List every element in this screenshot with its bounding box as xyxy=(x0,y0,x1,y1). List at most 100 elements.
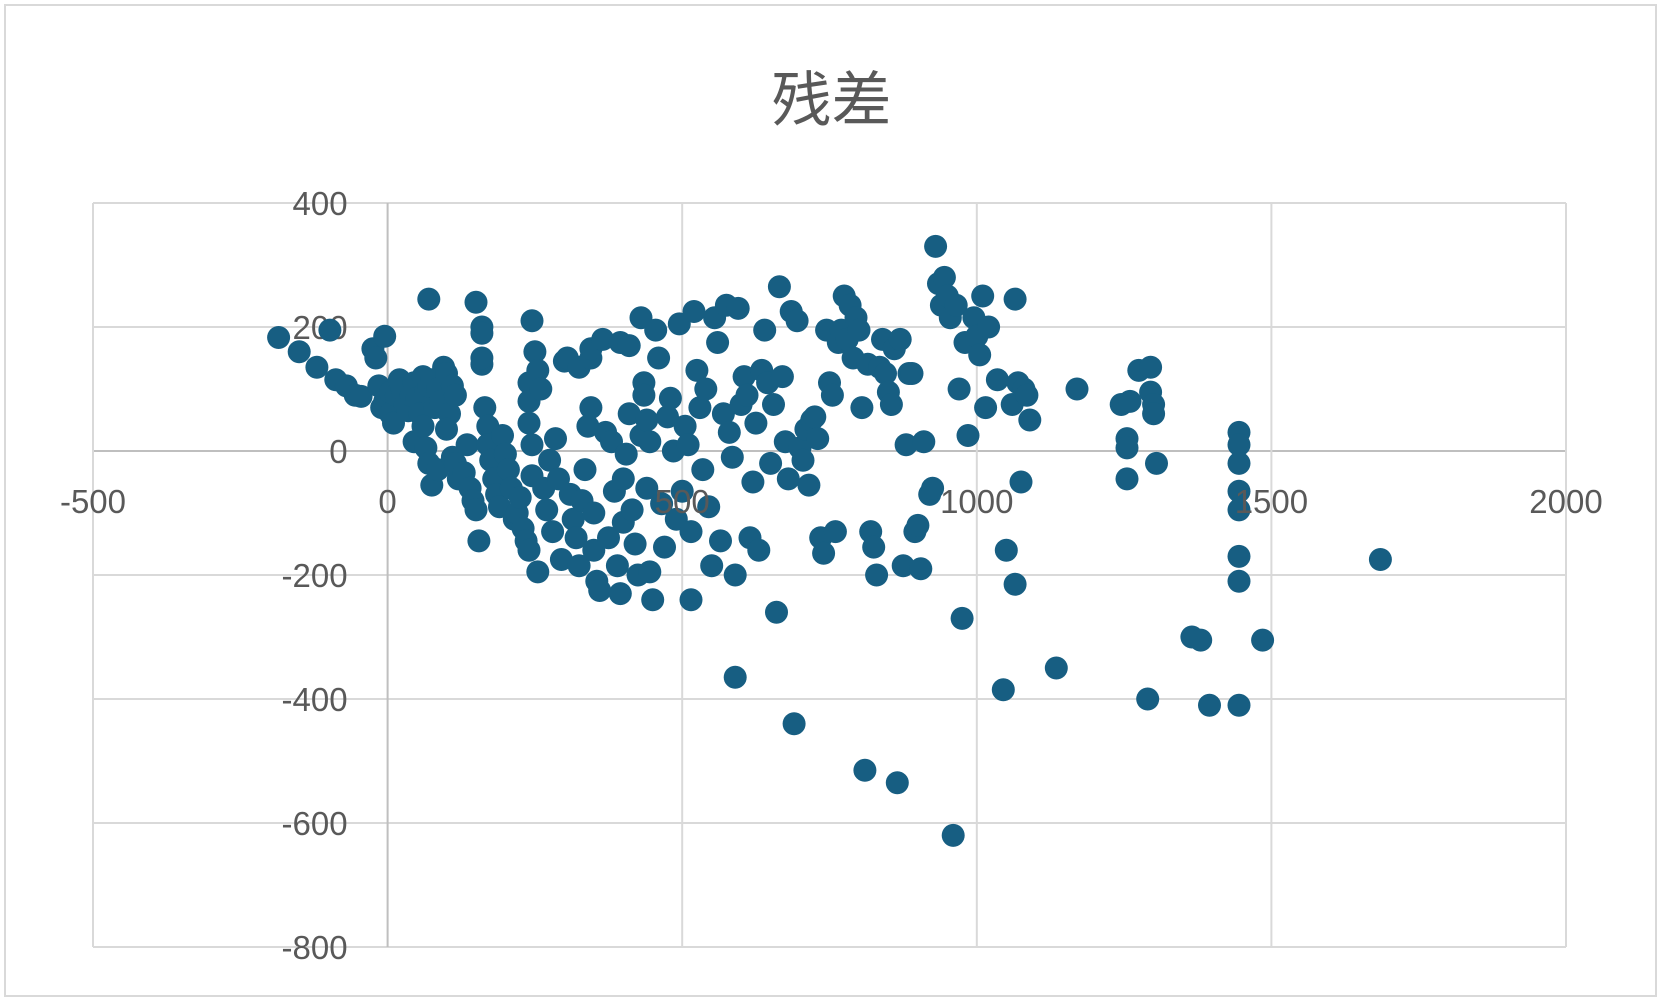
data-point xyxy=(470,346,494,370)
data-point xyxy=(782,712,806,736)
data-point xyxy=(635,476,659,500)
data-point xyxy=(894,433,918,457)
data-point xyxy=(364,346,388,370)
data-point xyxy=(968,343,992,367)
data-point xyxy=(561,507,585,531)
x-tick-label: 500 xyxy=(655,483,710,520)
data-point xyxy=(985,368,1009,392)
data-point xyxy=(820,383,844,407)
data-point xyxy=(455,433,479,457)
data-point xyxy=(517,538,541,562)
data-point xyxy=(765,600,788,624)
data-point xyxy=(874,362,897,385)
y-tick-label: 0 xyxy=(329,433,347,470)
data-point xyxy=(944,293,968,317)
data-point xyxy=(1015,383,1039,407)
data-point xyxy=(523,340,547,364)
data-point xyxy=(791,448,815,472)
data-point xyxy=(720,445,744,469)
data-point xyxy=(535,498,559,522)
data-point xyxy=(682,300,706,323)
data-point xyxy=(567,554,591,578)
data-point xyxy=(1118,389,1142,413)
data-point xyxy=(549,548,573,571)
data-point xyxy=(759,451,783,475)
data-point xyxy=(971,284,995,308)
data-point xyxy=(1368,548,1392,571)
data-point xyxy=(620,498,644,522)
data-point xyxy=(579,396,603,420)
data-point xyxy=(647,346,671,370)
data-point xyxy=(711,402,735,426)
data-point xyxy=(564,526,588,550)
data-point xyxy=(1251,628,1275,652)
data-point xyxy=(688,396,712,420)
data-point xyxy=(635,408,659,432)
data-point xyxy=(526,358,550,382)
data-point xyxy=(611,467,635,491)
data-point xyxy=(932,265,956,289)
data-point xyxy=(685,358,709,382)
data-point xyxy=(1003,572,1027,596)
data-point xyxy=(538,448,562,472)
data-point xyxy=(732,365,756,389)
data-point xyxy=(496,458,520,482)
data-point xyxy=(709,529,732,553)
x-tick-label: 0 xyxy=(378,483,396,520)
y-tick-label: 400 xyxy=(293,185,348,222)
x-tick-label: 1000 xyxy=(940,483,1013,520)
data-point xyxy=(806,427,830,451)
data-point xyxy=(956,424,980,447)
data-point xyxy=(691,458,715,482)
data-point xyxy=(717,420,741,444)
data-point xyxy=(597,526,620,550)
data-point xyxy=(617,402,641,426)
data-point xyxy=(885,771,909,795)
x-tick-label: 1500 xyxy=(1235,483,1308,520)
data-point xyxy=(591,327,615,351)
data-point xyxy=(1227,544,1251,568)
x-axis-tick-labels: -500 0 500 1000 1500 2000 xyxy=(60,483,1603,520)
chart-title: 残差 xyxy=(771,66,892,136)
y-tick-label: -200 xyxy=(282,557,348,594)
data-point xyxy=(974,396,998,420)
data-points xyxy=(267,234,1392,847)
data-point xyxy=(853,758,877,782)
data-point xyxy=(1009,470,1033,494)
data-point xyxy=(697,495,721,519)
data-point xyxy=(541,520,565,544)
data-point xyxy=(947,377,971,401)
data-point xyxy=(588,579,612,602)
data-point xyxy=(785,309,809,333)
data-point xyxy=(520,433,544,457)
data-point xyxy=(517,411,541,435)
data-point xyxy=(900,362,924,385)
data-point xyxy=(776,467,800,491)
data-point xyxy=(576,414,600,438)
data-point xyxy=(1136,687,1160,711)
data-point xyxy=(891,554,915,578)
data-point xyxy=(1044,656,1068,680)
data-point xyxy=(879,393,903,416)
data-point xyxy=(520,309,544,333)
data-point xyxy=(694,377,718,401)
data-point xyxy=(1198,693,1221,717)
data-point xyxy=(464,498,488,522)
data-point xyxy=(676,433,700,457)
data-point xyxy=(318,318,342,342)
data-point xyxy=(865,563,889,587)
data-point xyxy=(1065,377,1089,401)
data-point xyxy=(812,541,836,565)
data-point xyxy=(573,458,597,482)
data-point xyxy=(411,414,435,438)
data-point xyxy=(608,582,632,606)
data-point xyxy=(1227,451,1251,475)
data-point xyxy=(1139,355,1163,379)
data-point xyxy=(924,234,948,258)
data-point xyxy=(888,327,912,351)
data-point xyxy=(921,476,945,500)
data-point xyxy=(762,393,785,416)
data-point xyxy=(723,563,747,587)
data-point xyxy=(605,554,629,578)
